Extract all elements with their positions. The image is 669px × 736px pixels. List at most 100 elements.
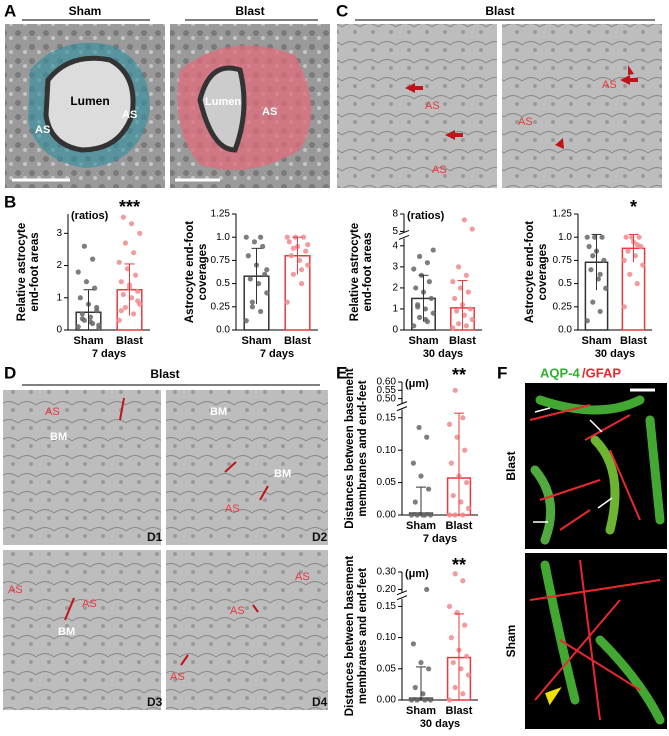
data-point bbox=[137, 230, 143, 236]
y-axis-label: membranes and end-feet bbox=[357, 568, 369, 704]
data-point bbox=[461, 312, 468, 318]
y-tick-label: 3 bbox=[56, 228, 62, 239]
data-point bbox=[258, 308, 264, 315]
data-point bbox=[410, 641, 416, 647]
data-point bbox=[286, 239, 292, 245]
data-point bbox=[452, 387, 458, 393]
data-point bbox=[75, 269, 81, 275]
image-label: AS bbox=[225, 503, 240, 515]
axis-break bbox=[396, 401, 408, 412]
y-axis-label: end-foot areas bbox=[29, 232, 41, 311]
y-tick-label: 1.25 bbox=[553, 209, 573, 220]
x-tick-label: Blast bbox=[284, 335, 311, 347]
data-point bbox=[122, 304, 128, 311]
x-tick-label: Blast bbox=[116, 335, 143, 347]
y-tick-label: 0.75 bbox=[211, 255, 231, 266]
data-point bbox=[135, 298, 141, 304]
data-point bbox=[590, 253, 596, 259]
data-point bbox=[249, 299, 255, 305]
data-point bbox=[625, 248, 631, 254]
data-point bbox=[450, 325, 456, 331]
y-tick-label: 0.5 bbox=[558, 278, 572, 289]
x-tick-label: Sham bbox=[406, 520, 436, 532]
data-point bbox=[249, 304, 255, 310]
data-point bbox=[463, 272, 469, 278]
y-tick-label: 8 bbox=[392, 209, 398, 220]
unit-label: (μm) bbox=[405, 568, 429, 580]
y-tick-label: 1.0 bbox=[558, 232, 572, 243]
data-point bbox=[603, 285, 609, 291]
image-label: Lumen bbox=[205, 96, 241, 108]
data-point bbox=[258, 234, 264, 240]
data-point bbox=[422, 306, 429, 312]
yellow-arrow bbox=[545, 687, 562, 706]
image-label: AS bbox=[170, 671, 185, 683]
data-point bbox=[408, 512, 415, 518]
x-tick-label: Sham bbox=[242, 335, 272, 347]
row-label: Blast bbox=[504, 451, 518, 480]
x-tick-label: Sham bbox=[582, 335, 612, 347]
row-label: Sham bbox=[504, 625, 518, 658]
data-point bbox=[299, 281, 305, 287]
data-point bbox=[454, 434, 460, 440]
y-tick-label: 0.15 bbox=[377, 601, 397, 612]
significance: ** bbox=[452, 365, 466, 385]
panel-label: F bbox=[497, 363, 507, 382]
y-tick-label: 1 bbox=[56, 292, 62, 303]
data-point bbox=[629, 234, 635, 240]
data-point bbox=[584, 318, 590, 324]
data-point bbox=[420, 691, 426, 697]
image-id: D1 bbox=[147, 530, 163, 544]
data-point bbox=[131, 250, 137, 256]
image-label: AS bbox=[45, 406, 60, 418]
data-point bbox=[426, 486, 432, 492]
data-point bbox=[422, 316, 429, 323]
data-point bbox=[305, 242, 311, 248]
image-label: BM bbox=[58, 626, 75, 638]
data-point bbox=[465, 505, 472, 512]
data-point bbox=[77, 295, 83, 301]
data-point bbox=[640, 262, 646, 268]
data-point bbox=[128, 221, 135, 227]
y-tick-label: 0.00 bbox=[377, 510, 397, 521]
image-label: AS bbox=[8, 584, 23, 596]
x-axis-label: 7 days bbox=[92, 348, 126, 360]
lumen bbox=[43, 55, 136, 153]
data-point bbox=[262, 271, 268, 277]
data-point bbox=[120, 214, 126, 220]
arrows bbox=[405, 65, 638, 149]
image-label: BM bbox=[50, 431, 67, 443]
data-point bbox=[290, 271, 296, 277]
data-point bbox=[588, 267, 594, 273]
data-point bbox=[427, 697, 434, 703]
data-point bbox=[135, 288, 141, 294]
data-point bbox=[462, 622, 468, 628]
unit-label: (μm) bbox=[405, 378, 429, 390]
x-tick-label: Blast bbox=[446, 705, 473, 717]
data-point bbox=[290, 245, 296, 251]
y-tick-label: 0.30 bbox=[377, 567, 397, 578]
stain-label: AQP-4 bbox=[540, 365, 581, 380]
data-point bbox=[131, 311, 137, 317]
panel-label: B bbox=[4, 192, 16, 211]
data-point bbox=[462, 447, 468, 453]
data-point bbox=[296, 257, 303, 263]
x-axis-label: 30 days bbox=[595, 348, 635, 360]
y-tick-label: 1 bbox=[392, 304, 398, 315]
data-point bbox=[450, 492, 456, 499]
y-axis-label: membranes and end-feet bbox=[357, 380, 369, 516]
micrograph bbox=[166, 550, 328, 710]
data-point bbox=[288, 253, 294, 259]
data-point bbox=[264, 267, 270, 273]
image-label: AS bbox=[518, 116, 533, 128]
data-point bbox=[417, 253, 423, 259]
image-label: Lumen bbox=[70, 94, 109, 108]
data-point bbox=[457, 285, 464, 291]
y-tick-label: 0.60 bbox=[377, 377, 397, 388]
data-point bbox=[420, 512, 426, 518]
data-point bbox=[621, 304, 627, 310]
x-axis-label: 30 days bbox=[423, 348, 463, 360]
y-tick-label: 0.20 bbox=[377, 584, 397, 595]
panel-header: Blast bbox=[150, 367, 179, 381]
data-point bbox=[75, 324, 81, 330]
